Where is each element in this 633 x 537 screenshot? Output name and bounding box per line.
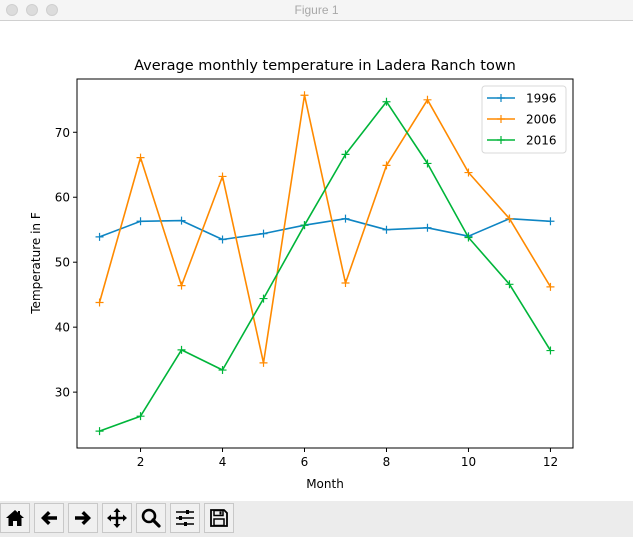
minimize-window-button[interactable]: [26, 4, 38, 16]
x-tick-label: 4: [219, 455, 227, 469]
data-point-marker: [95, 427, 104, 436]
data-point-marker: [423, 223, 432, 232]
data-point-marker: [177, 216, 186, 225]
legend-label: 2006: [526, 113, 557, 127]
y-axis-label: Temperature in F: [29, 212, 43, 315]
zoom-button[interactable]: [136, 503, 166, 533]
series-2016: [95, 97, 555, 436]
data-point-marker: [505, 280, 514, 289]
data-point-marker: [218, 235, 227, 244]
data-point-marker: [136, 412, 145, 421]
window-titlebar: Figure 1: [0, 0, 633, 21]
data-point-marker: [341, 278, 350, 287]
data-point-marker: [546, 217, 555, 226]
data-point-marker: [382, 161, 391, 170]
data-point-marker: [177, 281, 186, 290]
legend: 1996 2006 2016: [481, 85, 567, 154]
data-point-marker: [177, 345, 186, 354]
legend-marker: [497, 115, 505, 123]
y-tick-label: 40: [55, 321, 70, 335]
navigation-toolbar: [0, 501, 633, 537]
y-tick-label: 70: [55, 126, 70, 140]
save-button[interactable]: [204, 503, 234, 533]
forward-button[interactable]: [68, 503, 98, 533]
magnifier-icon: [141, 508, 161, 528]
data-point-marker: [300, 221, 309, 230]
legend-label: 1996: [526, 92, 557, 106]
data-point-marker: [423, 159, 432, 168]
plot-lines: [95, 91, 555, 436]
y-tick-label: 50: [55, 256, 70, 270]
window-title: Figure 1: [294, 3, 339, 17]
series-line: [99, 217, 551, 241]
legend-label: 2016: [526, 134, 557, 148]
x-axis-ticks: 2 4 6 8 10 12: [137, 448, 558, 469]
data-point-marker: [423, 95, 432, 104]
x-tick-label: 2: [137, 455, 145, 469]
x-axis-label: Month: [306, 477, 344, 491]
data-point-marker: [546, 346, 555, 355]
floppy-disk-icon: [210, 509, 228, 527]
data-point-marker: [464, 233, 473, 242]
line-chart: Average monthly temperature in Ladera Ra…: [29, 58, 574, 491]
pan-button[interactable]: [102, 503, 132, 533]
series-line: [99, 100, 552, 432]
data-point-marker: [95, 232, 104, 241]
data-point-marker: [341, 214, 350, 223]
chart-title: Average monthly temperature in Ladera Ra…: [134, 58, 516, 74]
x-tick-label: 8: [383, 455, 391, 469]
data-point-marker: [546, 282, 555, 291]
data-point-marker: [136, 217, 145, 226]
maximize-window-button[interactable]: [46, 4, 58, 16]
y-tick-label: 30: [55, 386, 70, 400]
data-point-marker: [382, 97, 391, 106]
data-point-marker: [300, 91, 309, 100]
y-axis-ticks: 30 40 50 60 70: [55, 126, 77, 400]
sliders-icon: [176, 510, 194, 526]
data-point-marker: [341, 150, 350, 159]
data-point-marker: [505, 214, 514, 223]
data-point-marker: [218, 172, 227, 181]
data-point-marker: [259, 358, 268, 367]
legend-marker: [497, 94, 505, 102]
figure-canvas[interactable]: Average monthly temperature in Ladera Ra…: [0, 21, 633, 501]
series-1996: [95, 214, 555, 244]
x-tick-label: 12: [543, 455, 558, 469]
data-point-marker: [464, 168, 473, 177]
data-point-marker: [259, 229, 268, 238]
home-icon: [6, 510, 24, 526]
move-icon: [107, 508, 127, 528]
y-tick-label: 60: [55, 191, 70, 205]
data-point-marker: [382, 225, 391, 234]
data-point-marker: [95, 298, 104, 307]
data-point-marker: [218, 366, 227, 375]
plot-frame: [76, 78, 574, 449]
arrow-left-icon: [41, 511, 57, 525]
legend-box: [481, 85, 567, 154]
data-point-marker: [136, 153, 145, 162]
x-tick-label: 10: [461, 455, 476, 469]
arrow-right-icon: [75, 511, 91, 525]
x-tick-label: 6: [301, 455, 309, 469]
close-window-button[interactable]: [6, 4, 18, 16]
data-point-marker: [259, 294, 268, 303]
legend-marker: [497, 136, 505, 144]
home-button[interactable]: [0, 503, 30, 533]
back-button[interactable]: [34, 503, 64, 533]
configure-subplots-button[interactable]: [170, 503, 200, 533]
